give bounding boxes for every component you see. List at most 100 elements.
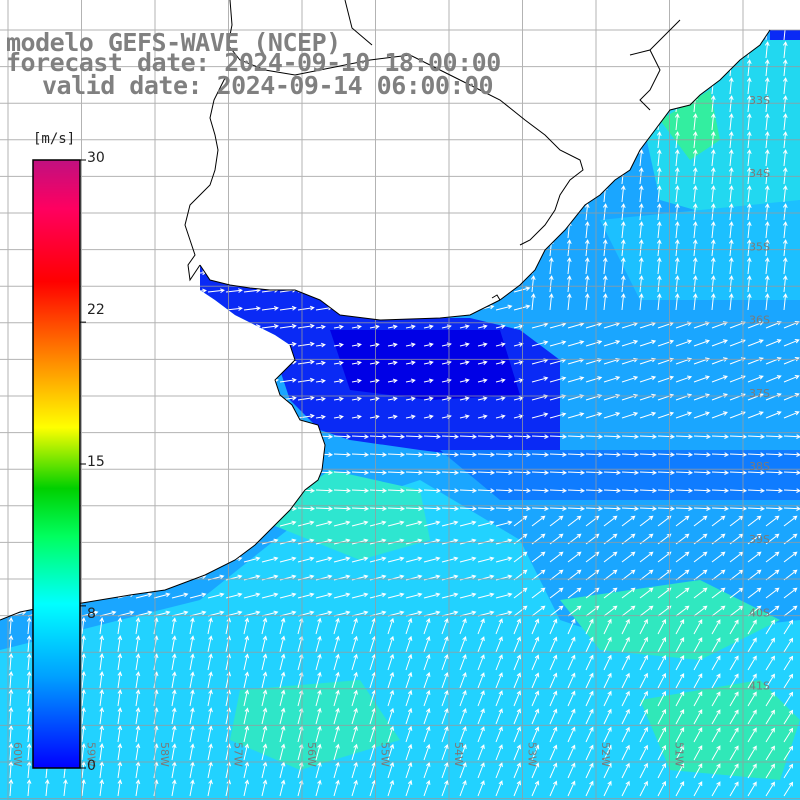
- wind-arrow: [693, 727, 703, 743]
- wind-arrow: [567, 376, 585, 383]
- wind-arrow: [459, 708, 467, 725]
- wind-arrow: [602, 239, 608, 257]
- wind-arrow: [711, 569, 726, 581]
- wind-arrow: [728, 203, 734, 221]
- wind-arrow: [135, 725, 141, 743]
- wind-arrow: [405, 378, 416, 384]
- wind-arrow: [135, 635, 141, 653]
- wind-arrow: [549, 452, 568, 457]
- wind-arrow: [657, 470, 676, 475]
- wind-arrow: [693, 569, 708, 581]
- wind-arrow: [387, 779, 395, 797]
- wind-arrow: [711, 727, 721, 743]
- wind-arrow: [675, 636, 685, 653]
- wind-arrow: [26, 689, 32, 707]
- wind-arrow: [729, 673, 739, 689]
- wind-arrow: [441, 762, 449, 779]
- wind-arrow: [207, 592, 225, 599]
- wind-arrow: [621, 762, 630, 779]
- wind-arrow: [531, 412, 549, 419]
- wind-arrow: [423, 342, 434, 348]
- title-model: modelo GEFS-WAVE (NCEP): [6, 28, 341, 57]
- wind-arrow: [621, 434, 640, 439]
- wind-arrow: [315, 360, 326, 366]
- wind-arrow: [692, 203, 698, 221]
- wind-arrow: [567, 587, 582, 599]
- wind-arrow: [369, 452, 388, 457]
- wind-arrow: [243, 556, 261, 563]
- wind-arrow: [351, 743, 358, 761]
- latitude-label: 39S: [749, 533, 770, 546]
- wind-arrow: [747, 569, 762, 581]
- wind-arrow: [261, 635, 268, 653]
- wind-arrow: [783, 619, 794, 635]
- wind-arrow: [746, 185, 752, 203]
- wind-arrow: [782, 41, 788, 59]
- wind-arrow: [693, 551, 708, 563]
- wind-arrow: [261, 779, 268, 797]
- wind-arrow: [351, 707, 358, 725]
- wind-arrow: [171, 592, 189, 599]
- wind-arrow: [675, 780, 685, 797]
- wind-arrow: [333, 707, 340, 725]
- wind-arrow: [135, 653, 141, 671]
- wind-arrow: [387, 342, 398, 348]
- wind-arrow: [315, 707, 322, 725]
- wind-arrow: [693, 673, 703, 689]
- wind-arrow: [441, 690, 449, 707]
- wind-arrow: [8, 688, 14, 707]
- wind-arrow: [189, 689, 195, 707]
- wind-arrow: [693, 434, 712, 439]
- wind-arrow: [315, 592, 333, 599]
- wind-arrow: [765, 506, 784, 511]
- wind-arrow: [711, 339, 728, 347]
- wind-arrow: [477, 618, 485, 635]
- wind-arrow: [621, 339, 639, 347]
- wind-arrow: [657, 726, 666, 743]
- wind-arrow: [279, 592, 297, 599]
- wind-arrow: [693, 470, 712, 475]
- wind-arrow: [423, 653, 431, 671]
- wind-arrow: [279, 725, 286, 743]
- wind-arrow: [621, 587, 636, 599]
- wind-arrow: [729, 781, 739, 797]
- wind-arrow: [549, 412, 567, 419]
- wind-arrow: [351, 324, 362, 330]
- wind-arrow: [603, 470, 622, 475]
- wind-arrow: [279, 377, 297, 383]
- wind-arrow: [243, 635, 250, 653]
- wind-arrow: [747, 637, 757, 653]
- wind-arrow: [675, 654, 685, 671]
- wind-arrow: [513, 551, 528, 563]
- wind-arrow: [567, 690, 576, 707]
- wind-arrow: [585, 470, 604, 475]
- wind-arrow: [477, 452, 496, 457]
- wind-arrow: [747, 727, 757, 743]
- wind-arrow: [603, 780, 612, 797]
- wind-arrow: [621, 411, 639, 419]
- wind-arrow: [728, 95, 734, 113]
- wind-arrow: [26, 635, 32, 653]
- wind-arrow: [189, 725, 195, 743]
- wind-arrow: [261, 592, 279, 599]
- wind-arrow: [171, 635, 177, 653]
- wind-arrow: [765, 375, 782, 383]
- wind-arrow: [603, 340, 621, 347]
- wind-arrow: [405, 725, 413, 743]
- wind-arrow: [333, 452, 352, 457]
- latitude-label: 38S: [749, 460, 770, 473]
- wind-arrow: [603, 434, 622, 439]
- wind-arrow: [279, 653, 286, 671]
- wind-arrow: [459, 618, 467, 635]
- wind-arrow: [531, 726, 540, 743]
- wind-arrow: [207, 725, 213, 743]
- wind-arrow: [585, 488, 604, 493]
- wind-arrow: [405, 635, 413, 653]
- title-forecast-date: forecast date: 2024-09-10 18:00:00: [6, 48, 501, 77]
- wind-arrow: [782, 95, 788, 113]
- wind-arrow: [171, 743, 177, 761]
- wind-arrow: [764, 293, 770, 311]
- wind-arrow: [315, 725, 322, 743]
- wind-arrow: [585, 340, 603, 347]
- wind-arrow: [477, 780, 485, 797]
